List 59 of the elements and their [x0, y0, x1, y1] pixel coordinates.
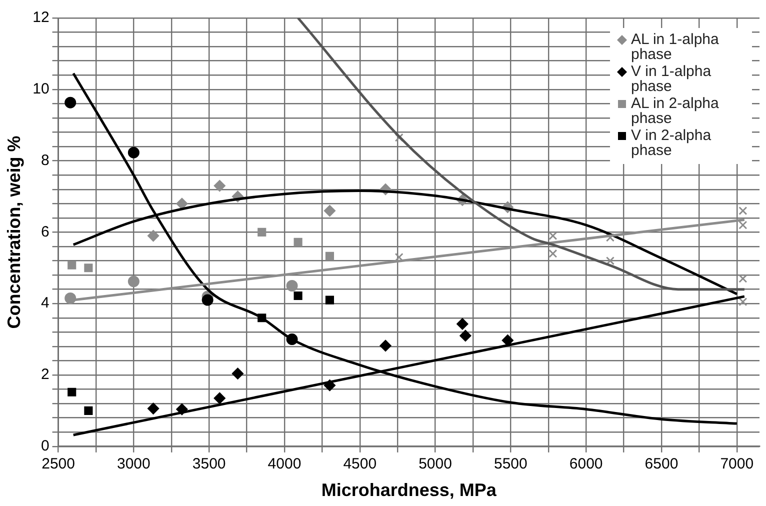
y-tick-label: 10 [32, 80, 50, 98]
x-axis-title: Microhardness, MPa [321, 480, 498, 500]
x-tick-label: 2500 [42, 456, 75, 473]
y-tick-label: 0 [40, 438, 50, 455]
legend-label: AL in 1-alpha phase [631, 31, 720, 63]
y-tick-label: 12 [32, 9, 50, 26]
x-tick-label: 6000 [569, 456, 603, 473]
point [64, 292, 76, 304]
point [738, 206, 748, 216]
point [84, 406, 93, 415]
point [548, 249, 558, 258]
point [294, 238, 302, 246]
point [738, 220, 748, 230]
x-tick-label: 5500 [494, 456, 528, 473]
y-tick-label: 4 [40, 294, 50, 312]
point [148, 402, 160, 414]
x-tick-label: 5000 [418, 456, 452, 473]
y-tick-label: 2 [40, 366, 50, 384]
point [606, 233, 614, 242]
x-tick-label: 4500 [343, 456, 377, 473]
x-tick-label: 7000 [720, 456, 754, 473]
point [380, 340, 392, 352]
point [325, 252, 334, 260]
point [606, 256, 614, 266]
point [68, 388, 76, 396]
point [325, 296, 334, 304]
point [232, 368, 244, 380]
y-tick-label: 6 [40, 223, 50, 240]
point [460, 330, 472, 342]
point [394, 133, 404, 142]
x-tick-label: 6500 [644, 456, 678, 473]
point [294, 291, 302, 300]
point [394, 252, 404, 262]
legend-label: AL in 2-alpha phase [631, 95, 720, 127]
y-tick-label: 8 [40, 152, 50, 169]
x-tick-label: 4000 [268, 456, 302, 473]
point [258, 228, 266, 236]
point [214, 180, 226, 192]
x-tick-label: 3000 [116, 456, 150, 473]
point [128, 276, 140, 288]
point [128, 146, 140, 158]
point [214, 392, 226, 404]
point [68, 260, 76, 270]
point [548, 231, 558, 240]
point [202, 294, 214, 306]
point [286, 280, 298, 292]
point [456, 318, 468, 330]
point [84, 264, 93, 272]
line-series [296, 18, 746, 291]
y-axis-title: Concentration, weig % [4, 136, 24, 329]
point [176, 198, 188, 210]
point [738, 298, 748, 306]
point [64, 96, 76, 108]
x-tick-label: 3500 [192, 456, 226, 473]
point [148, 230, 160, 242]
legend-label: V in 1-alpha phase [631, 63, 712, 95]
point [738, 274, 748, 283]
point [324, 205, 336, 217]
legend-label: V in 2-alpha phase [631, 127, 712, 159]
